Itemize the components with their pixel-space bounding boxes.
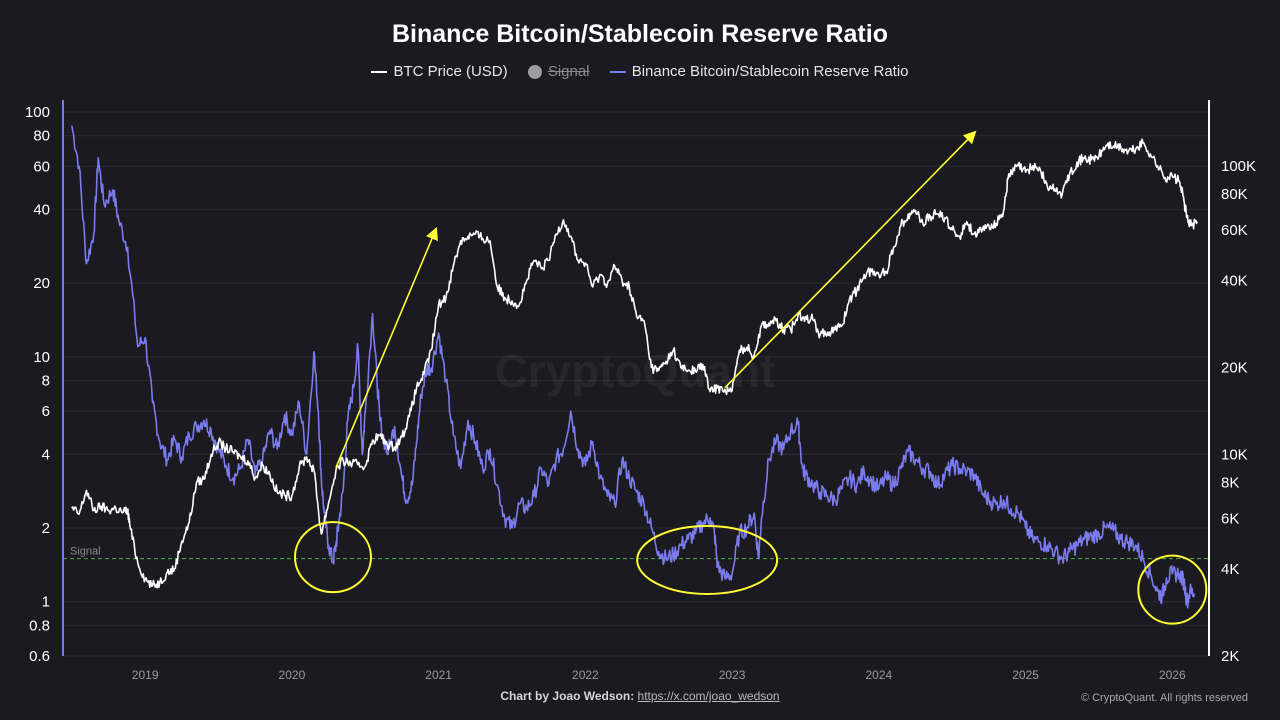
legend-btc-label: BTC Price (USD) (393, 62, 508, 80)
copyright: © CryptoQuant. All rights reserved (1080, 692, 1248, 704)
legend-signal-label: Signal (547, 62, 590, 80)
right-tick-label: 10K (1221, 446, 1248, 463)
x-tick-label: 2021 (425, 668, 452, 682)
annotation-arrow (335, 226, 438, 468)
left-tick-label: 40 (33, 201, 50, 218)
left-tick-label: 80 (33, 128, 50, 145)
left-tick-label: 100 (25, 104, 50, 121)
signal-line: Signal (63, 546, 1209, 560)
right-tick-label: 2K (1221, 648, 1239, 665)
left-tick-label: 10 (33, 349, 50, 366)
left-tick-label: 1 (42, 594, 50, 611)
credit-prefix: Chart by Joao Wedson: (500, 689, 635, 703)
grid-lines (63, 111, 1209, 657)
x-tick-label: 2022 (572, 668, 599, 682)
right-axis-ticks: 100K 80K 60K 40K 20K 10K 8K 6K 4K 2K (1221, 158, 1256, 665)
annotation-ellipse (293, 521, 372, 594)
x-axis-ticks: 2019 2020 2021 2022 2023 2024 2025 2026 (132, 668, 1186, 682)
legend-item-signal[interactable]: Signal (527, 62, 590, 80)
legend-btc-line-icon (371, 70, 388, 73)
annotation-arrow (724, 130, 977, 389)
chart-legend: BTC Price (USD) Signal Binance Bitcoin/S… (0, 62, 1280, 80)
series-layer (71, 125, 1199, 609)
x-tick-label: 2020 (279, 668, 306, 682)
left-tick-label: 4 (42, 446, 50, 463)
annotation-ellipse (636, 524, 779, 595)
annotation-ellipse (1137, 554, 1208, 625)
x-tick-label: 2026 (1159, 668, 1186, 682)
chart-title: Binance Bitcoin/Stablecoin Reserve Ratio (392, 20, 888, 48)
x-tick-label: 2024 (865, 668, 892, 682)
left-tick-label: 0.8 (29, 617, 50, 634)
legend-item-btc-price[interactable]: BTC Price (USD) (371, 62, 508, 80)
series-line-reserve-ratio (71, 125, 1196, 609)
right-tick-label: 60K (1221, 222, 1248, 239)
left-tick-label: 8 (42, 373, 50, 390)
right-tick-label: 20K (1221, 359, 1248, 376)
left-tick-label: 6 (42, 403, 50, 420)
x-tick-label: 2019 (132, 668, 159, 682)
legend-ratio-line-icon (609, 70, 626, 73)
annotations (293, 130, 1208, 625)
signal-label: Signal (70, 546, 101, 558)
right-tick-label: 40K (1221, 273, 1248, 290)
left-tick-label: 0.6 (29, 648, 50, 665)
legend-signal-dot-icon (527, 64, 542, 79)
watermark: CryptoQuant (494, 345, 775, 397)
left-axis-ticks: 100 80 60 40 20 10 8 6 4 2 1 0.8 0.6 (25, 104, 50, 665)
legend-item-reserve-ratio[interactable]: Binance Bitcoin/Stablecoin Reserve Ratio (609, 62, 909, 80)
left-tick-label: 20 (33, 275, 50, 292)
right-tick-label: 4K (1221, 561, 1239, 578)
footer-credit: Chart by Joao Wedson: https://x.com/joao… (0, 689, 1280, 703)
right-tick-label: 80K (1221, 186, 1248, 203)
series-line-btc-price (71, 138, 1199, 589)
credit-link[interactable]: https://x.com/joao_wedson (637, 689, 780, 703)
legend-ratio-label: Binance Bitcoin/Stablecoin Reserve Ratio (631, 62, 909, 80)
left-tick-label: 60 (33, 158, 50, 175)
left-tick-label: 2 (42, 520, 50, 537)
right-tick-label: 100K (1221, 158, 1256, 175)
x-tick-label: 2025 (1012, 668, 1039, 682)
x-tick-label: 2023 (719, 668, 746, 682)
right-tick-label: 6K (1221, 510, 1239, 527)
right-tick-label: 8K (1221, 474, 1239, 491)
